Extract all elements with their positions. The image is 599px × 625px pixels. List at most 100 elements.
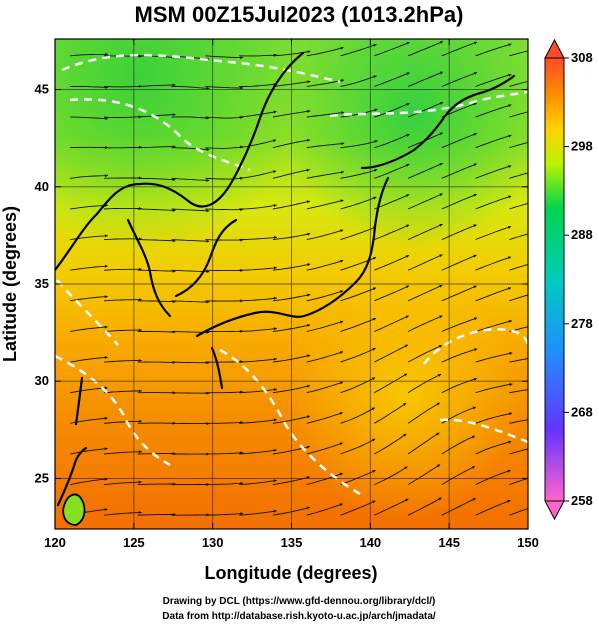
streamline-arrow <box>104 508 108 512</box>
x-tick-label: 145 <box>438 535 460 550</box>
streamline <box>374 402 407 424</box>
streamline-arrow <box>138 389 142 393</box>
streamline <box>306 320 344 332</box>
colorbar-bottom-arrow <box>544 500 565 521</box>
streamline-arrow <box>404 466 408 470</box>
streamline-arrow <box>340 46 344 50</box>
streamline <box>306 381 344 394</box>
streamline <box>137 269 176 272</box>
streamline-arrow <box>340 199 344 203</box>
coastline <box>210 346 224 390</box>
streamline-arrow <box>104 447 108 451</box>
streamline-arrow <box>374 140 378 143</box>
streamline <box>171 300 210 303</box>
land-patches <box>62 493 86 526</box>
coastline-layer <box>55 51 516 507</box>
streamline <box>374 163 410 179</box>
streamline-arrow <box>436 464 441 468</box>
streamline <box>306 412 344 424</box>
streamline <box>441 348 478 363</box>
streamline <box>205 116 244 119</box>
streamline-arrow <box>273 266 277 270</box>
x-tick-label: 150 <box>517 535 539 550</box>
streamline-arrow <box>104 234 108 238</box>
taiwan-patch <box>62 493 86 526</box>
streamline-arrow <box>206 147 210 151</box>
x-tick-label: 125 <box>123 535 145 550</box>
streamline <box>441 285 477 302</box>
streamline <box>475 73 512 87</box>
streamline <box>70 356 108 363</box>
streamline <box>475 383 513 394</box>
coastline <box>74 376 84 426</box>
streamline-arrow <box>371 377 376 381</box>
streamline <box>475 412 513 424</box>
streamline <box>103 85 142 88</box>
streamline-arrow <box>273 236 277 240</box>
streamline <box>475 165 512 179</box>
streamline <box>407 315 443 332</box>
streamline-arrow <box>273 509 277 513</box>
streamline-arrow <box>172 208 176 212</box>
streamline <box>340 469 376 486</box>
colorbar-ticks: 308 298 288 278 268 258 <box>564 50 593 508</box>
streamline <box>441 497 476 516</box>
streamline <box>103 451 142 455</box>
x-tick-label: 140 <box>359 535 381 550</box>
x-axis-label: Longitude (degrees) <box>204 563 377 583</box>
streamline <box>374 466 408 486</box>
streamline <box>239 297 277 302</box>
streamline-arrow <box>240 56 244 60</box>
contour-line <box>219 348 361 496</box>
streamline-arrow <box>307 232 311 236</box>
streamline-arrow <box>273 418 277 422</box>
streamline <box>407 402 441 424</box>
streamline <box>137 239 176 242</box>
streamline <box>205 239 244 241</box>
streamline <box>407 223 443 241</box>
streamline-arrow <box>273 170 277 174</box>
streamline <box>205 146 244 149</box>
streamline <box>205 55 244 59</box>
streamline-arrow <box>406 72 410 76</box>
streamline-arrow <box>509 383 513 386</box>
streamline <box>407 193 443 210</box>
streamline <box>70 265 108 271</box>
y-tick-label: 40 <box>35 179 49 194</box>
streamline <box>70 204 108 210</box>
streamline <box>475 256 512 271</box>
streamline-arrow <box>474 317 478 321</box>
streamline <box>70 296 108 302</box>
streamline-arrow <box>339 472 343 476</box>
streamline-arrow <box>508 195 512 199</box>
streamline <box>70 53 108 57</box>
streamline <box>137 513 176 516</box>
streamline <box>374 433 407 455</box>
y-axis-ticks: 25 30 35 40 45 <box>35 82 528 485</box>
streamline-arrow <box>340 229 344 233</box>
streamline-arrow <box>138 328 142 332</box>
coastline <box>174 218 238 298</box>
streamline-arrow <box>339 503 343 507</box>
streamline <box>475 134 512 149</box>
streamline <box>70 85 109 88</box>
streamline <box>103 511 142 516</box>
streamline-arrow <box>508 165 512 168</box>
streamline-arrow <box>273 479 277 483</box>
streamline <box>475 43 512 57</box>
streamline <box>103 390 142 394</box>
streamline-arrow <box>306 138 310 142</box>
streamline-arrow <box>206 86 210 90</box>
streamline-arrow <box>138 359 142 363</box>
streamline-arrow <box>339 320 344 324</box>
streamline <box>137 146 176 149</box>
streamline <box>441 72 478 87</box>
streamline-arrow <box>507 226 512 229</box>
streamline <box>374 41 410 57</box>
streamline <box>137 361 176 363</box>
streamline <box>407 497 442 516</box>
streamline-arrow <box>341 142 345 146</box>
streamline-arrow <box>172 113 176 117</box>
streamline-arrow <box>436 402 440 406</box>
